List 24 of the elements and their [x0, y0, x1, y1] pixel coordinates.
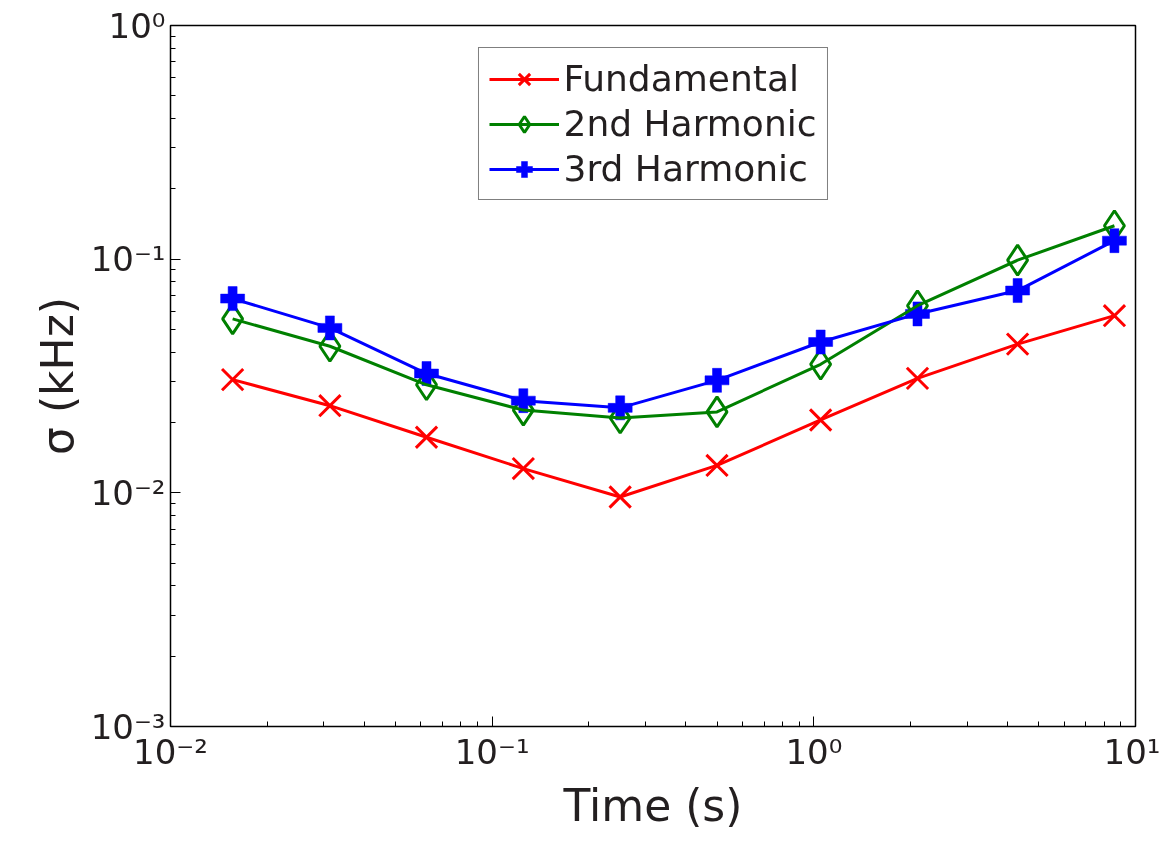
point	[220, 286, 245, 311]
point	[905, 366, 930, 391]
x-tick-label: 10⁻¹	[454, 731, 530, 772]
point	[1005, 278, 1030, 303]
point	[317, 315, 343, 341]
point	[220, 367, 245, 392]
point	[808, 407, 833, 433]
point	[317, 393, 343, 418]
legend-label: 2nd Harmonic	[563, 103, 817, 144]
x-tick-label: 10¹	[1103, 731, 1160, 772]
point	[808, 329, 833, 355]
point	[1005, 332, 1030, 357]
y-tick-label: 10⁰	[108, 5, 166, 46]
x-axis-title: Time (s)	[562, 779, 743, 831]
point	[414, 425, 439, 450]
point	[1102, 228, 1127, 253]
y-tick-label: 10⁻²	[90, 472, 166, 513]
legend-label: 3rd Harmonic	[563, 148, 808, 189]
y-tick-label: 10⁻¹	[90, 239, 166, 280]
legend-label: Fundamental	[563, 58, 799, 99]
x-tick-label: 10⁰	[785, 731, 843, 772]
point	[1102, 303, 1127, 328]
y-axis-title: σ (kHz)	[31, 297, 83, 455]
point	[1006, 243, 1030, 277]
